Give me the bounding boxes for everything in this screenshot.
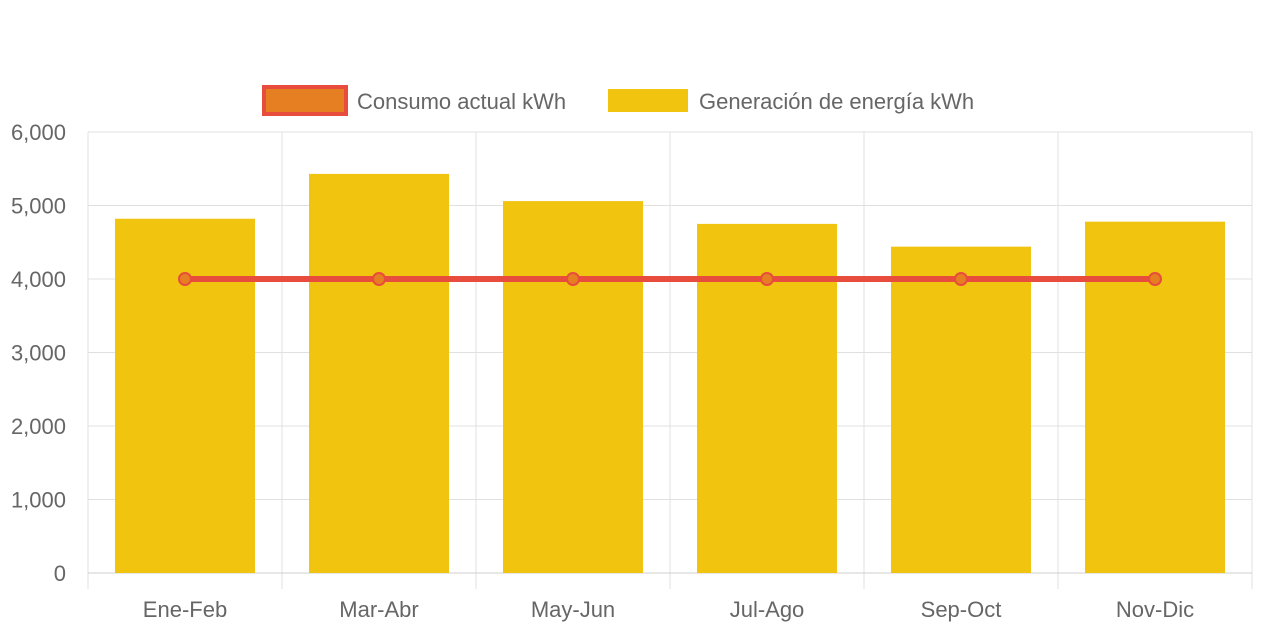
y-tick-label: 3,000 [11, 341, 66, 366]
consumo-point-ene-feb [178, 272, 192, 286]
consumo-point-sep-oct [954, 272, 968, 286]
bar-mar-abr [309, 173, 449, 573]
legend-label-generacion: Generación de energía kWh [699, 89, 974, 114]
legend-swatch-generacion [608, 89, 688, 112]
y-tick-label: 6,000 [11, 120, 66, 145]
x-tick-label: Nov-Dic [1116, 597, 1194, 622]
legend-swatch-consumo [262, 85, 348, 116]
x-tick-label: May-Jun [531, 597, 615, 622]
legend: Consumo actual kWh Generación de energía… [262, 85, 974, 116]
vertical-gridlines [87, 132, 1253, 589]
y-tick-label: 4,000 [11, 267, 66, 292]
consumo-point-mar-abr [372, 272, 386, 286]
legend-item-generacion[interactable]: Generación de energía kWh [608, 89, 974, 114]
x-tick-label: Sep-Oct [921, 597, 1002, 622]
line-consumo [178, 272, 1162, 286]
legend-item-consumo[interactable]: Consumo actual kWh [262, 85, 566, 116]
x-tick-label: Ene-Feb [143, 597, 227, 622]
x-tick-label: Mar-Abr [339, 597, 418, 622]
x-tick-label: Jul-Ago [730, 597, 805, 622]
y-tick-label: 2,000 [11, 414, 66, 439]
y-tick-label: 0 [54, 561, 66, 586]
legend-label-consumo: Consumo actual kWh [357, 89, 566, 114]
consumo-point-jul-ago [760, 272, 774, 286]
consumo-point-nov-dic [1148, 272, 1162, 286]
y-axis-ticks: 0 1,000 2,000 3,000 4,000 5,000 6,000 [11, 120, 66, 586]
y-tick-label: 5,000 [11, 194, 66, 219]
bar-ene-feb [115, 218, 255, 574]
y-tick-label: 1,000 [11, 488, 66, 513]
bar-sep-oct [891, 246, 1031, 573]
bar-may-jun [503, 201, 643, 573]
consumo-point-may-jun [566, 272, 580, 286]
x-axis-ticks: Ene-Feb Mar-Abr May-Jun Jul-Ago Sep-Oct Nov-D… [143, 597, 1194, 622]
